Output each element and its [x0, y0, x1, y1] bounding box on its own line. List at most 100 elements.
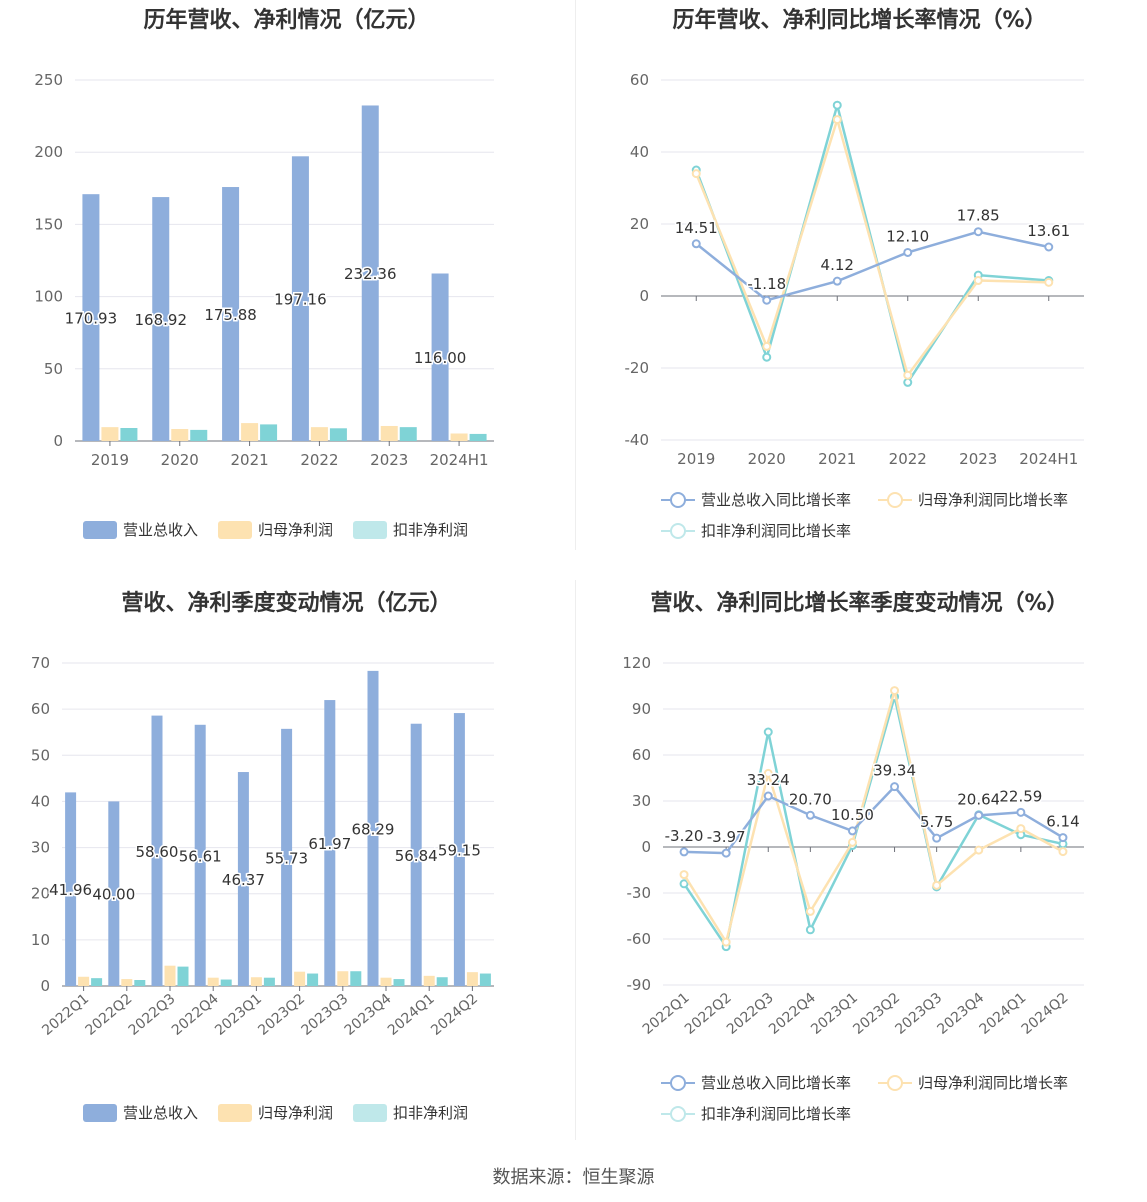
legend-swatch [83, 1103, 117, 1122]
x-tick-label: 2022Q2 [682, 990, 735, 1038]
data-point [973, 276, 983, 286]
data-point [890, 782, 900, 792]
bar [310, 427, 328, 441]
data-point [763, 727, 773, 737]
data-label: 232.36 [344, 265, 397, 283]
data-point [679, 879, 689, 889]
legend-swatch [218, 520, 252, 539]
y-tick-label: 100 [34, 288, 63, 306]
legend-item-parent-growth[interactable]: 归母净利润同比增长率 [878, 489, 1068, 510]
chart-title: 历年营收、净利同比增长率情况（%） [672, 8, 1047, 33]
chart-title: 历年营收、净利情况（亿元） [143, 8, 430, 33]
legend-item-revenue[interactable]: 营业总收入 [83, 519, 198, 540]
legend-swatch [353, 1103, 387, 1122]
legend-item-deducted-growth[interactable]: 扣非净利润同比增长率 [661, 520, 851, 541]
legend-label: 营业总收入同比增长率 [701, 1074, 852, 1092]
data-label: 39.34 [873, 762, 916, 780]
legend-item-parent-growth[interactable]: 归母净利润同比增长率 [878, 1072, 1068, 1093]
divider [575, 580, 576, 1140]
bar [237, 772, 249, 986]
bar [152, 197, 170, 441]
legend-line-marker [661, 522, 695, 540]
data-point [1016, 824, 1026, 834]
data-label: 58.60 [136, 843, 179, 861]
x-tick-label: 2022Q3 [126, 991, 179, 1039]
data-point [832, 115, 842, 125]
data-point [847, 837, 857, 847]
legend-item-deducted-profit[interactable]: 扣非净利润 [353, 1102, 468, 1123]
bar [380, 425, 398, 441]
bar [423, 975, 435, 986]
legend-item-deducted-profit[interactable]: 扣非净利润 [353, 519, 468, 540]
data-point [721, 937, 731, 947]
panel-annual-revenue: 历年营收、净利情况（亿元） 0 50 100 150 200 250 2019 2020 202… [0, 0, 573, 583]
bar [263, 977, 275, 986]
data-point [847, 826, 857, 836]
data-point [1058, 833, 1068, 843]
bar [241, 423, 259, 441]
x-tick-label: 2022Q2 [83, 991, 136, 1039]
y-tick-label: 200 [34, 143, 63, 161]
legend-item-parent-profit[interactable]: 归母净利润 [218, 519, 333, 540]
data-point [903, 377, 913, 387]
legend-line-marker [878, 1074, 912, 1092]
series-line [684, 784, 1064, 855]
legend-label: 营业总收入 [123, 521, 199, 539]
bar [220, 979, 232, 986]
data-label: -1.18 [747, 275, 786, 293]
y-tick-label: 0 [53, 432, 63, 450]
data-point [679, 870, 689, 880]
bar [121, 979, 133, 986]
x-tick-label: 2021 [230, 451, 268, 469]
x-tick-label: 2020 [748, 450, 786, 468]
bar [453, 713, 465, 986]
x-tick-label: 2023Q4 [342, 991, 395, 1039]
x-tick-label: 2023Q2 [255, 991, 308, 1039]
y-tick-label: 30 [632, 792, 651, 810]
data-label: 6.14 [1046, 813, 1079, 831]
x-tick-label: 2023Q3 [892, 990, 945, 1038]
data-point [1016, 807, 1026, 817]
legend-item-revenue-growth[interactable]: 营业总收入同比增长率 [661, 1072, 851, 1093]
legend-label: 归母净利润 [258, 1104, 334, 1122]
data-label: 55.73 [265, 849, 308, 867]
data-label: 22.59 [999, 787, 1042, 805]
data-label: 170.93 [65, 310, 118, 328]
y-tick-label: 30 [31, 839, 50, 857]
panel-quarterly-growth: 营收、净利同比增长率季度变动情况（%） -90 -60 -30 0 30 60 90 120 2… [573, 583, 1146, 1166]
y-tick-label: -20 [625, 359, 650, 377]
legend-item-deducted-growth[interactable]: 扣非净利润同比增长率 [661, 1103, 851, 1124]
quarterly-growth-chart: -90-60-3003060901202022Q12022Q22022Q3202… [622, 654, 1084, 1038]
bar [469, 433, 487, 441]
x-tick-label: 2023Q1 [212, 991, 265, 1039]
data-point [721, 848, 731, 858]
bar [291, 156, 309, 441]
x-tick-label: 2022Q3 [724, 990, 777, 1038]
legend-item-revenue-growth[interactable]: 营业总收入同比增长率 [661, 489, 851, 510]
x-tick-label: 2024H1 [1019, 450, 1078, 468]
data-label: 116.00 [414, 349, 467, 367]
x-tick-label: 2024Q2 [428, 991, 481, 1039]
y-tick-label: 60 [630, 71, 649, 89]
legend-label: 营业总收入同比增长率 [701, 491, 852, 509]
data-label: 14.51 [675, 219, 718, 237]
legend-item-revenue[interactable]: 营业总收入 [83, 1102, 198, 1123]
data-label: 168.92 [135, 311, 188, 329]
y-tick-label: 0 [639, 287, 649, 305]
y-tick-label: 40 [31, 792, 50, 810]
x-tick-label: 2024Q1 [977, 990, 1030, 1038]
legend-label: 归母净利润同比增长率 [918, 491, 1069, 509]
data-label: 41.96 [49, 881, 92, 899]
data-point [805, 906, 815, 916]
data-label: 56.61 [179, 847, 222, 865]
x-tick-label: 2019 [91, 451, 129, 469]
x-tick-label: 2022Q1 [640, 990, 693, 1038]
legend-item-parent-profit[interactable]: 归母净利润 [218, 1102, 333, 1123]
data-label: -3.97 [707, 828, 746, 846]
bar [361, 105, 379, 441]
series-line [695, 115, 1049, 378]
x-tick-label: 2023Q1 [808, 990, 861, 1038]
legend-line-marker [661, 1105, 695, 1123]
x-tick-label: 2020 [161, 451, 199, 469]
legend-label: 营业总收入 [123, 1104, 199, 1122]
